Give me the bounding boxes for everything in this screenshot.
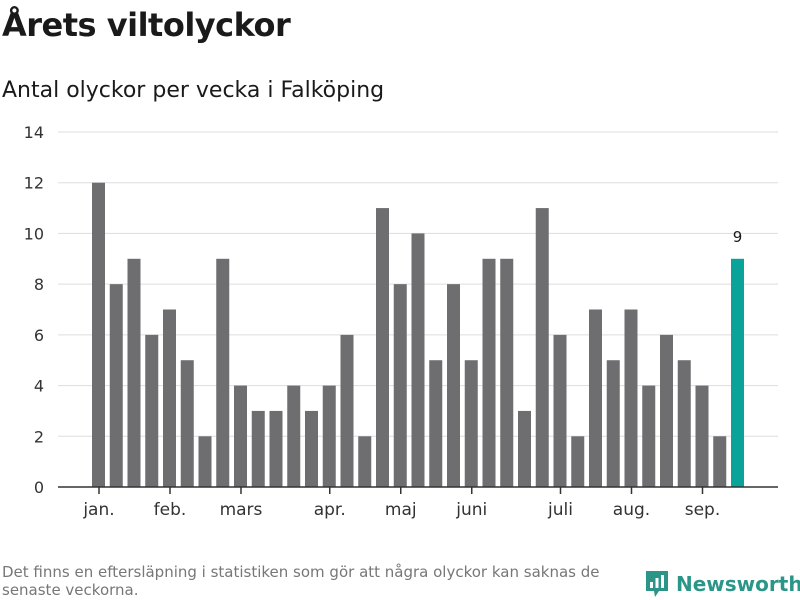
bar <box>287 385 301 487</box>
x-tick-label: jan. <box>82 500 114 520</box>
y-tick-label: 0 <box>34 478 44 497</box>
y-tick-label: 12 <box>24 174 44 193</box>
brand-name: Newsworthy <box>676 572 800 596</box>
bar <box>411 233 425 487</box>
x-tick-label: maj <box>385 500 417 520</box>
bar <box>660 334 673 487</box>
bar <box>624 309 638 487</box>
bar <box>447 284 460 487</box>
data-label: 9 <box>733 228 743 246</box>
bar <box>376 208 389 488</box>
y-axis-ticks: 0 2 4 6 8 10 12 14 <box>24 123 44 497</box>
bar <box>606 360 620 487</box>
bar <box>251 410 265 487</box>
bar <box>216 258 230 487</box>
x-tick-label: feb. <box>154 500 187 520</box>
newsworthy-logo-icon <box>646 571 668 597</box>
bar <box>322 385 336 487</box>
bar <box>553 334 567 487</box>
bar <box>393 284 407 487</box>
chart-title: Årets viltolyckor <box>2 6 291 44</box>
bar <box>92 182 105 487</box>
y-tick-label: 2 <box>34 427 44 446</box>
bar <box>163 309 176 487</box>
bar <box>305 410 318 487</box>
y-tick-label: 14 <box>24 123 44 142</box>
bar <box>269 410 283 487</box>
bars <box>92 182 744 488</box>
y-tick-label: 4 <box>34 377 44 396</box>
bar <box>482 258 496 487</box>
footnote: Det finns en eftersläpning i statistiken… <box>2 563 600 599</box>
bar <box>358 436 372 487</box>
y-tick-label: 10 <box>24 224 44 243</box>
x-tick-label: sep. <box>685 500 721 520</box>
bar <box>429 360 443 487</box>
chart-subtitle: Antal olyckor per vecka i Falköping <box>2 78 385 103</box>
bar <box>234 385 247 487</box>
bar <box>340 334 354 487</box>
bar <box>145 334 159 487</box>
x-axis-ticks: jan. feb. mars apr. maj juni juli aug. sep. <box>82 487 720 520</box>
bar <box>677 360 691 487</box>
bar <box>198 436 212 487</box>
brand-logo[interactable]: Newsworthy <box>644 569 800 599</box>
bar <box>127 258 141 487</box>
bar <box>518 410 531 487</box>
x-tick-label: juli <box>547 500 573 520</box>
bar <box>642 385 656 487</box>
x-tick-label: apr. <box>314 500 346 520</box>
bar <box>589 309 602 487</box>
x-tick-label: mars <box>220 500 263 520</box>
x-tick-label: juni <box>455 500 487 520</box>
data-labels: 9 <box>733 228 743 246</box>
bar <box>109 284 123 487</box>
y-tick-label: 8 <box>34 275 44 294</box>
bar <box>535 208 549 488</box>
y-tick-label: 6 <box>34 326 44 345</box>
x-tick-label: aug. <box>613 500 650 520</box>
bar <box>695 385 709 487</box>
bar <box>500 258 514 487</box>
bar <box>713 436 727 487</box>
bar <box>180 360 194 487</box>
bar <box>571 436 585 487</box>
bar <box>464 360 478 487</box>
bar-current-week <box>731 258 744 487</box>
